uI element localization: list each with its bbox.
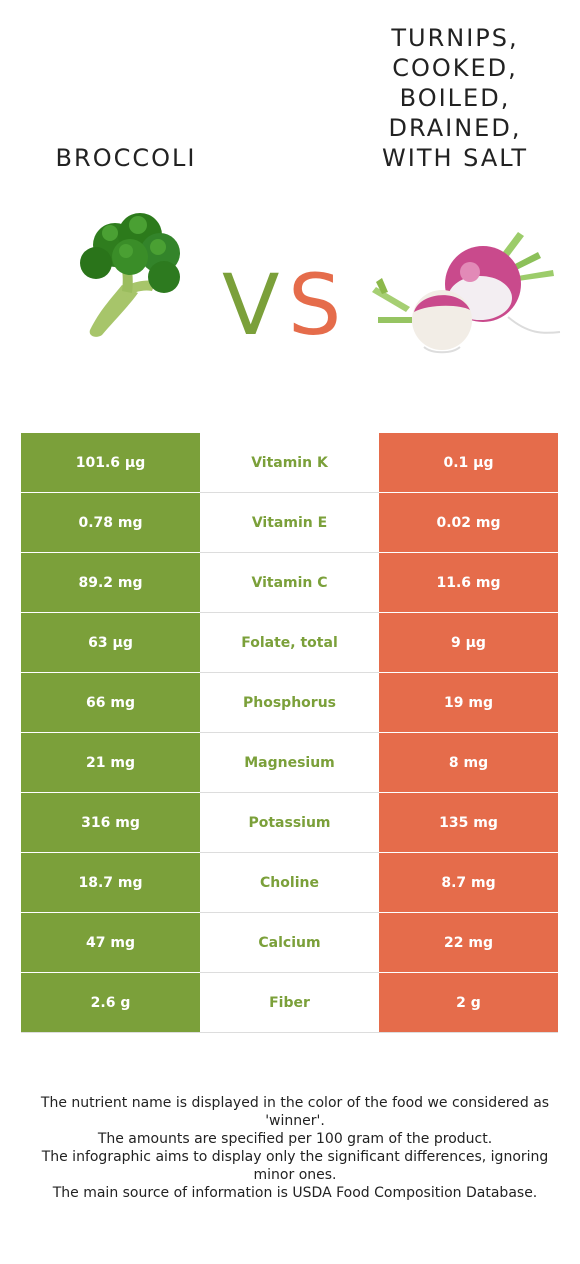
table-row: 18.7 mg Choline 8.7 mg: [21, 853, 558, 913]
footnote: The infographic aims to display only the…: [41, 1149, 549, 1183]
nutrient-name: Fiber: [200, 973, 379, 1033]
vs-label: V S: [222, 262, 341, 348]
left-value: 2.6 g: [21, 973, 200, 1033]
right-value: 135 mg: [379, 793, 558, 853]
right-value: 0.02 mg: [379, 493, 558, 553]
right-food-name-line: TURNIPS,: [391, 24, 519, 52]
left-value: 89.2 mg: [21, 553, 200, 613]
table-row: 89.2 mg Vitamin C 11.6 mg: [21, 553, 558, 613]
broccoli-icon: [80, 213, 180, 337]
nutrient-name: Vitamin K: [200, 433, 379, 493]
nutrient-name: Folate, total: [200, 613, 379, 673]
nutrient-name: Calcium: [200, 913, 379, 973]
nutrient-name: Potassium: [200, 793, 379, 853]
left-value: 316 mg: [21, 793, 200, 853]
vs-v-letter: V: [222, 262, 279, 348]
table-row: 63 µg Folate, total 9 µg: [21, 613, 558, 673]
turnip-icon: [372, 232, 561, 354]
right-value: 8.7 mg: [379, 853, 558, 913]
nutrient-name: Choline: [200, 853, 379, 913]
right-food-name-line: WITH SALT: [382, 144, 528, 172]
table-row: 21 mg Magnesium 8 mg: [21, 733, 558, 793]
right-food-name-line: COOKED,: [392, 54, 518, 82]
footnote: The main source of information is USDA F…: [52, 1185, 538, 1201]
table-row: 316 mg Potassium 135 mg: [21, 793, 558, 853]
vs-s-letter: S: [288, 262, 341, 348]
nutrient-name: Magnesium: [200, 733, 379, 793]
nutrient-name: Phosphorus: [200, 673, 379, 733]
right-food-name-line: DRAINED,: [388, 114, 522, 142]
left-value: 18.7 mg: [21, 853, 200, 913]
table-row: 0.78 mg Vitamin E 0.02 mg: [21, 493, 558, 553]
table-row: 66 mg Phosphorus 19 mg: [21, 673, 558, 733]
table-row: 47 mg Calcium 22 mg: [21, 913, 558, 973]
left-value: 63 µg: [21, 613, 200, 673]
left-value: 47 mg: [21, 913, 200, 973]
right-food-name: TURNIPS, COOKED, BOILED, DRAINED, WITH S…: [360, 23, 550, 173]
nutrient-name: Vitamin E: [200, 493, 379, 553]
footnotes: The nutrient name is displayed in the co…: [30, 1094, 560, 1202]
right-value: 9 µg: [379, 613, 558, 673]
left-value: 101.6 µg: [21, 433, 200, 493]
left-value: 21 mg: [21, 733, 200, 793]
right-value: 2 g: [379, 973, 558, 1033]
right-value: 8 mg: [379, 733, 558, 793]
table-row: 101.6 µg Vitamin K 0.1 µg: [21, 433, 558, 493]
right-value: 22 mg: [379, 913, 558, 973]
comparison-table: 101.6 µg Vitamin K 0.1 µg 0.78 mg Vitami…: [21, 433, 558, 1033]
footnote: The amounts are specified per 100 gram o…: [97, 1131, 493, 1147]
left-food-name: BROCCOLI: [55, 144, 197, 172]
right-value: 19 mg: [379, 673, 558, 733]
footnote: The nutrient name is displayed in the co…: [40, 1095, 550, 1129]
right-value: 0.1 µg: [379, 433, 558, 493]
nutrient-name: Vitamin C: [200, 553, 379, 613]
right-value: 11.6 mg: [379, 553, 558, 613]
table-row: 2.6 g Fiber 2 g: [21, 973, 558, 1033]
left-value: 0.78 mg: [21, 493, 200, 553]
left-value: 66 mg: [21, 673, 200, 733]
right-food-name-line: BOILED,: [399, 84, 511, 112]
